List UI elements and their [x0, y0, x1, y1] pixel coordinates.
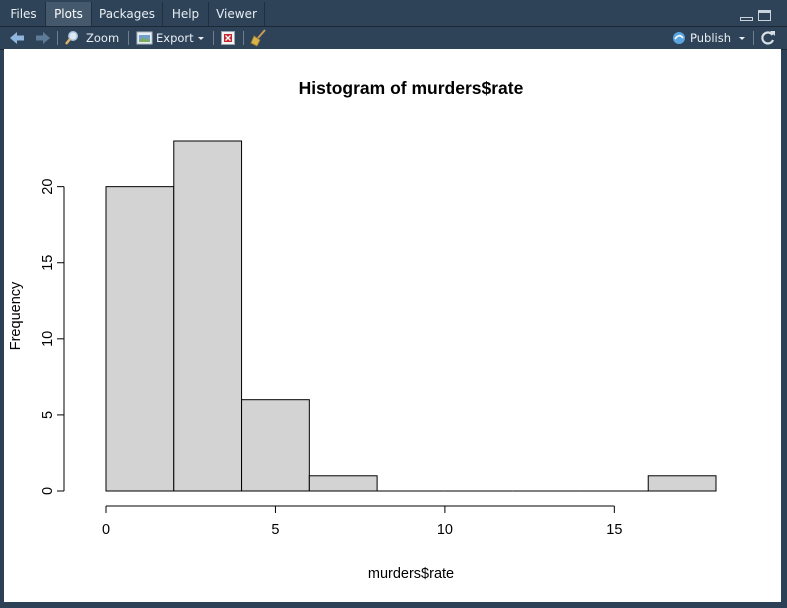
tab-help[interactable]: Help	[163, 2, 209, 26]
x-tick-label: 10	[437, 522, 453, 538]
x-tick-label: 5	[271, 522, 279, 538]
refresh-icon[interactable]	[760, 27, 776, 49]
tab-packages[interactable]: Packages	[92, 2, 163, 26]
zoom-icon	[65, 31, 78, 45]
histogram-chart: Histogram of murders$rate murders$rate F…	[8, 78, 717, 582]
broom-icon[interactable]	[250, 27, 267, 49]
histogram-bar	[241, 399, 310, 492]
plot-viewer: Histogram of murders$rate murders$rate F…	[4, 49, 781, 602]
zoom-button[interactable]: Zoom	[86, 31, 120, 45]
histogram-bar	[308, 475, 378, 492]
maximize-icon[interactable]	[758, 10, 771, 21]
tab-viewer[interactable]: Viewer	[209, 2, 265, 26]
y-tick-label: 0	[40, 487, 56, 495]
tab-bar: Files Plots Packages Help Viewer	[0, 0, 787, 27]
chevron-down-icon[interactable]	[738, 27, 746, 49]
y-tick-label: 20	[40, 179, 56, 195]
export-icon	[136, 31, 153, 45]
y-axis-label: Frequency	[8, 281, 24, 350]
histogram-bar	[173, 140, 243, 492]
toolbar-separator	[57, 31, 58, 45]
tab-files[interactable]: Files	[2, 2, 46, 26]
back-arrow-icon[interactable]	[8, 27, 26, 49]
tab-plots[interactable]: Plots	[46, 2, 92, 26]
toolbar-separator	[128, 31, 129, 45]
y-tick-label: 10	[40, 331, 56, 347]
plots-toolbar: Zoom Export Publish	[0, 27, 787, 50]
x-tick-label: 15	[606, 522, 622, 538]
x-tick-label: 0	[102, 522, 110, 538]
minimize-icon[interactable]	[740, 17, 753, 21]
histogram-bar	[647, 475, 717, 492]
toolbar-separator	[213, 31, 214, 45]
publish-button[interactable]: Publish	[690, 31, 731, 45]
remove-plot-icon[interactable]	[220, 27, 236, 49]
x-axis-label: murders$rate	[368, 566, 454, 582]
y-tick-label: 15	[40, 255, 56, 271]
export-button[interactable]: Export	[156, 31, 194, 45]
chart-title: Histogram of murders$rate	[299, 78, 524, 98]
y-tick-label: 5	[40, 411, 56, 419]
chevron-down-icon[interactable]	[197, 27, 205, 49]
publish-icon	[673, 32, 685, 44]
histogram-bar	[105, 186, 175, 492]
toolbar-separator	[753, 31, 754, 45]
toolbar-separator	[243, 31, 244, 45]
forward-arrow-icon[interactable]	[34, 27, 52, 49]
